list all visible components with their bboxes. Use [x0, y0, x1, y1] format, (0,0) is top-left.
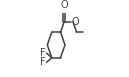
- Text: O: O: [72, 17, 79, 27]
- Text: F: F: [40, 48, 46, 58]
- Text: F: F: [40, 57, 46, 67]
- Text: O: O: [60, 0, 68, 10]
